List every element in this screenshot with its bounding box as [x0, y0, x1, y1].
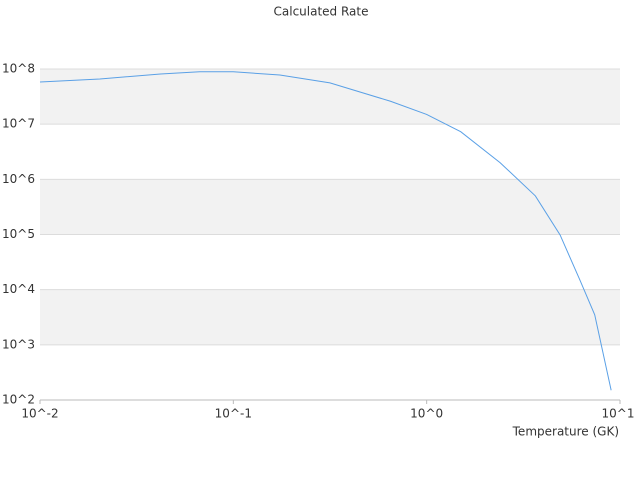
y-tick-label: 10^5: [2, 227, 35, 241]
y-tick-label: 10^6: [2, 172, 35, 186]
x-axis-label: Temperature (GK): [512, 425, 619, 439]
y-tick-label: 10^2: [2, 393, 35, 407]
y-tick-label: 10^8: [2, 62, 35, 76]
grid-band: [40, 289, 620, 345]
y-tick-label: 10^4: [2, 282, 35, 296]
x-tick-label: 10^1: [602, 407, 635, 421]
line: [39, 71, 612, 391]
grid-band: [40, 179, 620, 235]
y-tick-label: 10^3: [2, 337, 35, 351]
chart-title: Calculated Rate: [274, 5, 369, 19]
x-tick-label: 10^-1: [215, 407, 252, 421]
x-tick-label: 10^0: [410, 407, 443, 421]
grid-band: [40, 69, 620, 125]
y-tick-label: 10^7: [2, 117, 35, 131]
x-tick-label: 10^-2: [21, 407, 58, 421]
